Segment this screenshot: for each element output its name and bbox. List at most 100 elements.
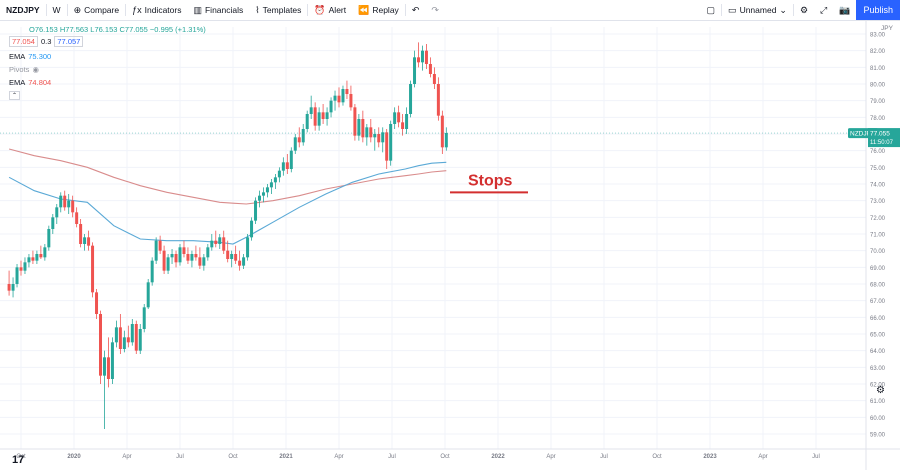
square-icon: ▢: [706, 4, 716, 15]
candle: [162, 245, 166, 274]
eye-icon[interactable]: ◉: [32, 65, 39, 74]
candle-body: [373, 134, 377, 138]
candle-body: [281, 162, 285, 171]
candle-body: [63, 195, 67, 208]
candle: [87, 230, 91, 251]
candle-body: [91, 245, 95, 293]
ema1-row[interactable]: EMA 75.300: [9, 50, 129, 63]
x-tick-label: Oct: [652, 454, 662, 460]
candle-body: [67, 200, 71, 208]
candle: [397, 105, 401, 128]
y-tick-label: 65.00: [870, 333, 886, 339]
candle: [39, 245, 43, 259]
candle-body: [369, 127, 373, 138]
ask-box[interactable]: 77.057: [54, 36, 84, 47]
candle: [142, 304, 146, 333]
candle-body: [19, 267, 23, 271]
candle: [242, 254, 246, 269]
symbol-search[interactable]: NZDJPY: [0, 0, 46, 20]
undo-icon: ↶: [411, 4, 420, 15]
alert-button[interactable]: ⏰ Alert: [308, 0, 352, 20]
candle: [269, 179, 273, 194]
layout-menu[interactable]: ▭ Unnamed ⌄: [722, 0, 793, 20]
candle: [31, 250, 35, 264]
candle-body: [317, 112, 321, 126]
candle-body: [293, 137, 297, 151]
redo-button[interactable]: ↷: [425, 0, 445, 20]
ohlc-row: O76.153 H77.563 L76.153 C77.055 −0.995 (…: [29, 23, 289, 36]
interval-button[interactable]: W: [47, 0, 67, 20]
financials-icon: ▥: [193, 4, 202, 15]
candle-body: [428, 64, 432, 74]
axis-settings-button[interactable]: ⚙: [876, 385, 885, 396]
snapshot-button[interactable]: 📷: [833, 0, 856, 20]
settings-button[interactable]: ⚙: [794, 0, 814, 20]
candle-body: [333, 95, 337, 101]
spread-value: 0.3: [40, 37, 52, 46]
countdown-text: 11:50:07: [870, 140, 894, 146]
candle: [226, 240, 230, 263]
candle: [79, 219, 83, 248]
undo-button[interactable]: ↶: [406, 0, 426, 20]
candle-body: [218, 237, 222, 244]
replay-icon: ⏪: [358, 4, 370, 15]
compare-label: Compare: [84, 5, 120, 15]
candle-body: [51, 217, 55, 229]
candle: [150, 257, 154, 286]
fullscreen-toggle[interactable]: ▢: [701, 0, 722, 20]
svg-text:⚙: ⚙: [876, 385, 885, 396]
candle: [15, 264, 19, 288]
indicators-button[interactable]: ƒx Indicators: [126, 0, 187, 20]
candle-body: [345, 89, 349, 94]
candle: [186, 247, 190, 264]
financials-button[interactable]: ▥ Financials: [187, 0, 249, 20]
candle: [19, 260, 23, 276]
price-chart[interactable]: Stops 59.00 60.00 61.00 62.00 63.00 64.00 65.0…: [0, 21, 900, 470]
last-price-tag: [868, 128, 900, 148]
pivots-row[interactable]: Pivots ◉: [9, 63, 129, 76]
x-tick-label: Oct: [16, 454, 26, 460]
ema2-row[interactable]: EMA 74.804: [9, 76, 129, 89]
candle-body: [174, 254, 178, 263]
time-axis[interactable]: Oct 2020 Apr Jul Oct 2021 Apr Jul Oct 2022 Apr Jul O…: [0, 448, 900, 460]
candle: [329, 97, 333, 118]
candle: [75, 207, 79, 228]
candle-body: [321, 112, 325, 119]
candle-body: [353, 107, 357, 136]
collapse-legend[interactable]: ⌃: [9, 89, 21, 102]
symbol-label: NZDJPY: [6, 5, 40, 15]
candle: [91, 242, 95, 298]
candle: [349, 85, 353, 111]
y-tick-label: 66.00: [870, 316, 886, 322]
templates-label: Templates: [262, 5, 302, 15]
candle-body: [285, 162, 289, 169]
candle-body: [71, 200, 75, 213]
y-tick-label: 75.00: [870, 166, 886, 172]
divider: [307, 4, 309, 16]
candle: [309, 95, 313, 119]
candle-body: [230, 254, 234, 259]
expand-button[interactable]: ⤢: [814, 0, 833, 20]
chart-area[interactable]: Stops 59.00 60.00 61.00 62.00 63.00 64.00 65.0…: [0, 21, 900, 470]
publish-button[interactable]: Publish: [856, 0, 900, 20]
candle: [11, 277, 15, 298]
candle: [377, 127, 381, 148]
toolbar-right: ▢ ▭ Unnamed ⌄ ⚙ ⤢ 📷 Publish: [701, 0, 900, 20]
chevron-up-icon: ⌃: [9, 91, 21, 100]
candle-body: [261, 192, 265, 196]
candle: [409, 80, 413, 118]
candle: [118, 314, 122, 354]
x-tick-label: Oct: [440, 454, 450, 460]
bid-box[interactable]: 77.054: [9, 36, 38, 47]
candle-body: [258, 195, 261, 201]
x-tick-label: 2023: [703, 454, 717, 460]
templates-button[interactable]: ⌇ Templates: [249, 0, 307, 20]
price-axis[interactable]: 59.00 60.00 61.00 62.00 63.00 64.00 65.00 66.00…: [865, 21, 886, 470]
candle-body: [102, 357, 106, 376]
symbol-tag-text: NZDJPY: [850, 130, 876, 137]
quote-row: 77.054 0.3 77.057: [9, 35, 129, 48]
replay-button[interactable]: ⏪ Replay: [352, 0, 405, 20]
compare-button[interactable]: ⊕ Compare: [68, 0, 126, 20]
candle-body: [170, 254, 174, 258]
candle-body: [47, 229, 51, 248]
